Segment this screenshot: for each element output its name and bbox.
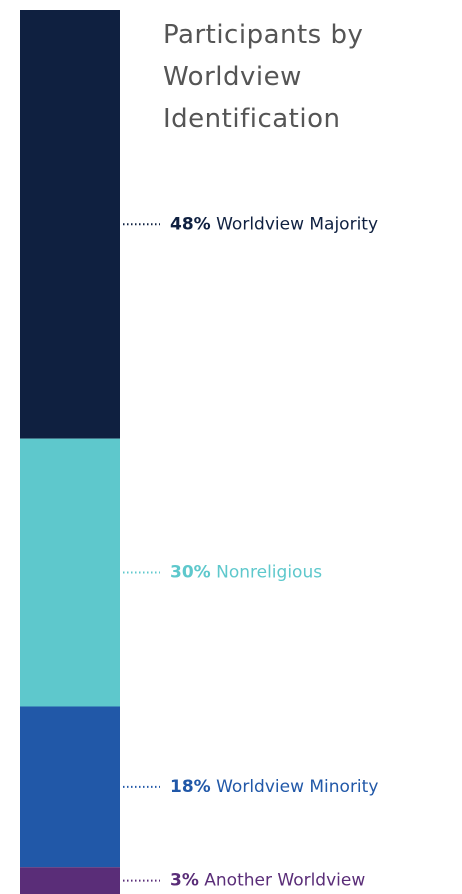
bar-segment	[20, 867, 120, 894]
bar-segment	[20, 706, 120, 868]
data-label: 48% Worldview Majority	[170, 214, 378, 234]
legend-label: Worldview Majority	[216, 214, 378, 234]
data-label: 3% Another Worldview	[170, 871, 365, 891]
chart-title: Participants by Worldview Identification	[163, 20, 364, 134]
value-label: 18%	[170, 777, 211, 797]
legend-label: Another Worldview	[204, 871, 365, 891]
bar-segment	[20, 438, 120, 707]
data-label: 30% Nonreligious	[170, 563, 322, 583]
legend-label: Nonreligious	[216, 563, 322, 583]
value-label: 30%	[170, 563, 211, 583]
data-label: 18% Worldview Minority	[170, 777, 378, 797]
value-label: 3%	[170, 871, 199, 891]
value-label: 48%	[170, 214, 211, 234]
bar-segment	[20, 10, 120, 439]
legend-label: Worldview Minority	[216, 777, 378, 797]
